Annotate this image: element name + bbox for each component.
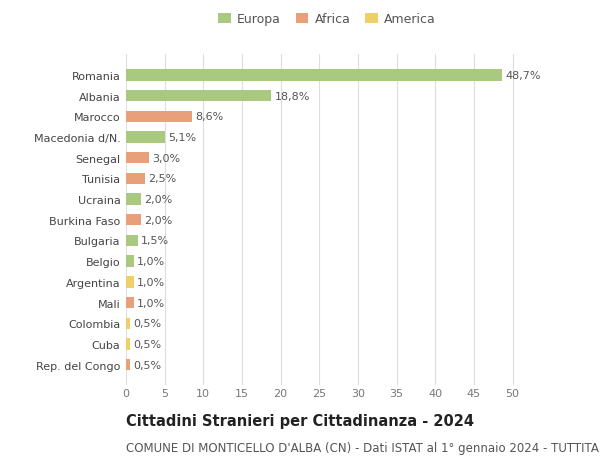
Text: 0,5%: 0,5% bbox=[133, 360, 161, 370]
Bar bbox=[126, 194, 142, 205]
Bar bbox=[126, 174, 145, 185]
Legend: Europa, Africa, America: Europa, Africa, America bbox=[213, 8, 441, 31]
Text: COMUNE DI MONTICELLO D'ALBA (CN) - Dati ISTAT al 1° gennaio 2024 - TUTTITALIA.IT: COMUNE DI MONTICELLO D'ALBA (CN) - Dati … bbox=[126, 441, 600, 453]
Bar bbox=[126, 215, 142, 226]
Text: 2,0%: 2,0% bbox=[145, 215, 173, 225]
Text: 0,5%: 0,5% bbox=[133, 319, 161, 329]
Text: 48,7%: 48,7% bbox=[506, 71, 541, 81]
Text: 18,8%: 18,8% bbox=[274, 91, 310, 101]
Text: 1,5%: 1,5% bbox=[140, 236, 169, 246]
Text: Cittadini Stranieri per Cittadinanza - 2024: Cittadini Stranieri per Cittadinanza - 2… bbox=[126, 413, 474, 428]
Text: 0,5%: 0,5% bbox=[133, 339, 161, 349]
Bar bbox=[126, 132, 166, 143]
Bar bbox=[126, 256, 134, 267]
Bar bbox=[126, 70, 502, 81]
Text: 2,5%: 2,5% bbox=[148, 174, 176, 184]
Text: 5,1%: 5,1% bbox=[169, 133, 197, 143]
Text: 8,6%: 8,6% bbox=[196, 112, 224, 122]
Bar bbox=[126, 112, 193, 123]
Text: 1,0%: 1,0% bbox=[137, 257, 165, 267]
Bar bbox=[126, 318, 130, 329]
Text: 1,0%: 1,0% bbox=[137, 298, 165, 308]
Bar bbox=[126, 91, 271, 102]
Bar bbox=[126, 153, 149, 164]
Text: 2,0%: 2,0% bbox=[145, 195, 173, 205]
Bar bbox=[126, 277, 134, 288]
Bar bbox=[126, 297, 134, 308]
Bar bbox=[126, 235, 137, 246]
Text: 3,0%: 3,0% bbox=[152, 153, 181, 163]
Text: 1,0%: 1,0% bbox=[137, 277, 165, 287]
Bar bbox=[126, 359, 130, 370]
Bar bbox=[126, 339, 130, 350]
